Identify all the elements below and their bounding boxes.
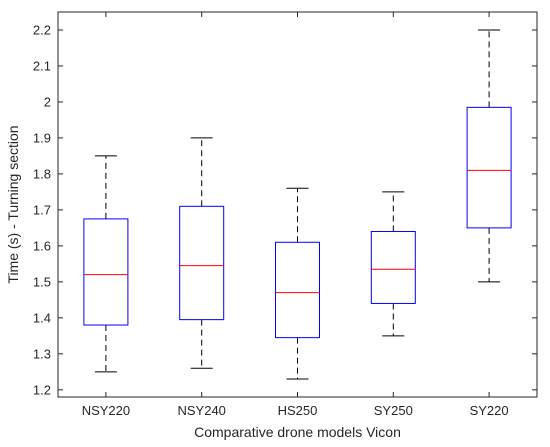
y-tick-label: 1.2 [33,382,51,397]
y-tick-label: 2 [44,94,51,109]
y-tick-label: 1.8 [33,166,51,181]
y-tick-label: 2.1 [33,58,51,73]
y-tick-label: 1.6 [33,238,51,253]
box-sy220 [466,106,512,229]
x-tick-label: SY220 [470,403,509,418]
x-tick-label: NSY220 [82,403,130,418]
y-tick-label: 1.4 [33,310,51,325]
box-nsy240 [179,205,225,321]
y-tick-label: 1.7 [33,202,51,217]
box-nsy220 [83,218,129,326]
y-tick-label: 1.3 [33,346,51,361]
y-tick-label: 2.2 [33,22,51,37]
x-tick-label: HS250 [278,403,318,418]
plot-area: 1.2 1.3 1.4 1.5 1.6 1.7 1.8 1.9 2 2.1 2.2 NSY220 NSY… [33,11,538,418]
x-tick-label: NSY240 [177,403,225,418]
x-tick-label: SY250 [374,403,413,418]
x-axis-label: Comparative drone models Vicon [194,424,401,440]
y-axis-label: Time (s) - Turning section [5,125,21,283]
box-sy250 [370,230,416,304]
box-hs250 [275,241,320,339]
y-tick-label: 1.5 [33,274,51,289]
y-tick-label: 1.9 [33,130,51,145]
